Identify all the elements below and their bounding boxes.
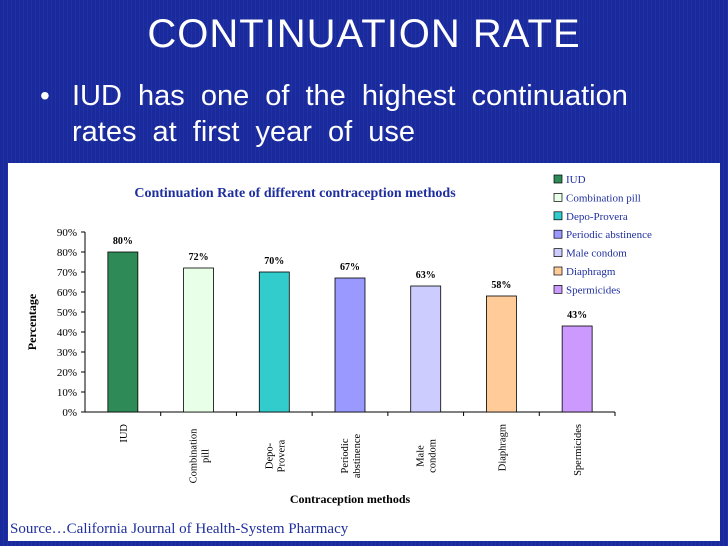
bar-7 [561, 325, 593, 413]
x-tick-label-line: Provera [276, 439, 287, 472]
y-tick-label: 70% [57, 267, 77, 279]
legend-swatch [553, 285, 563, 294]
x-axis-label: Contraception methods [290, 492, 411, 506]
bar-2 [183, 267, 214, 413]
data-label: 63% [416, 270, 436, 281]
x-tick-label: Combinationpill [189, 428, 212, 484]
y-tick-label: 10% [57, 387, 77, 399]
y-tick-label: 20% [57, 367, 77, 379]
bullet-point: • IUD has one of the highest continuatio… [40, 78, 700, 150]
y-tick-label: 80% [57, 247, 77, 259]
x-tick-label-line: Periodic [340, 438, 351, 473]
chart-panel: Continuation Rate of different contracep… [8, 163, 720, 520]
slide-title: CONTINUATION RATE [147, 12, 581, 56]
y-tick-label: 0% [62, 407, 77, 419]
data-label: 72% [189, 252, 209, 263]
legend-entry: Depo-Provera [566, 211, 628, 223]
data-label: 70% [264, 256, 284, 267]
bar-5 [410, 285, 442, 413]
legend-entry: Combination pill [566, 192, 641, 204]
x-tick-label-line: Spermicides [573, 424, 584, 476]
legend-swatch [553, 174, 563, 184]
bar-1 [107, 251, 139, 413]
x-tick-label: Diaphragm [497, 424, 508, 471]
legend-entry: Spermicides [566, 284, 620, 296]
x-tick-label-line: Diaphragm [497, 424, 508, 471]
x-tick-label-line: abstinence [352, 434, 363, 479]
y-tick-label: 40% [57, 327, 77, 339]
legend-swatch [553, 193, 563, 202]
data-label: 67% [340, 262, 360, 273]
legend-entry: Diaphragm [566, 266, 616, 278]
x-tick-label: Periodicabstinence [340, 434, 363, 479]
continuation-rate-chart: Continuation Rate of different contracep… [25, 168, 671, 506]
bar-6 [486, 295, 517, 413]
data-label: 58% [491, 280, 511, 291]
bullet-dot: • [40, 80, 50, 111]
bullet-text: IUD has one of the highest continuation … [72, 80, 628, 148]
x-tick-label-line: Male [416, 445, 427, 467]
y-tick-label: 60% [57, 287, 77, 299]
x-tick-label-line: IUD [119, 424, 130, 443]
x-tick-label: IUD [119, 424, 130, 443]
source-citation: Source…California Journal of Health-Syst… [8, 519, 720, 541]
y-tick-label: 30% [57, 347, 77, 359]
data-label: 80% [113, 236, 133, 247]
legend-swatch [553, 211, 563, 221]
legend-entry: Periodic abstinence [566, 229, 652, 241]
legend-entry: Male condom [566, 248, 627, 260]
x-tick-label-line: condom [428, 439, 439, 473]
y-tick-label: 90% [57, 227, 77, 239]
data-label: 43% [567, 310, 587, 321]
x-tick-label-line: pill [201, 449, 212, 463]
x-tick-label-line: Combination [189, 428, 200, 484]
y-axis-label: Percentage [25, 293, 39, 350]
legend-swatch [553, 266, 563, 276]
x-tick-label: Spermicides [573, 424, 584, 476]
x-tick-label: Depo-Provera [264, 439, 287, 472]
legend-box [549, 168, 671, 303]
y-tick-label: 50% [57, 307, 77, 319]
x-tick-label: Malecondom [416, 439, 439, 473]
x-tick-label-line: Depo- [264, 442, 275, 469]
legend-entry: IUD [566, 174, 586, 186]
bar-4 [334, 277, 366, 413]
legend-swatch [553, 248, 563, 257]
bar-3 [258, 271, 290, 413]
legend-swatch [553, 229, 563, 239]
chart-title: Continuation Rate of different contracep… [134, 186, 456, 201]
